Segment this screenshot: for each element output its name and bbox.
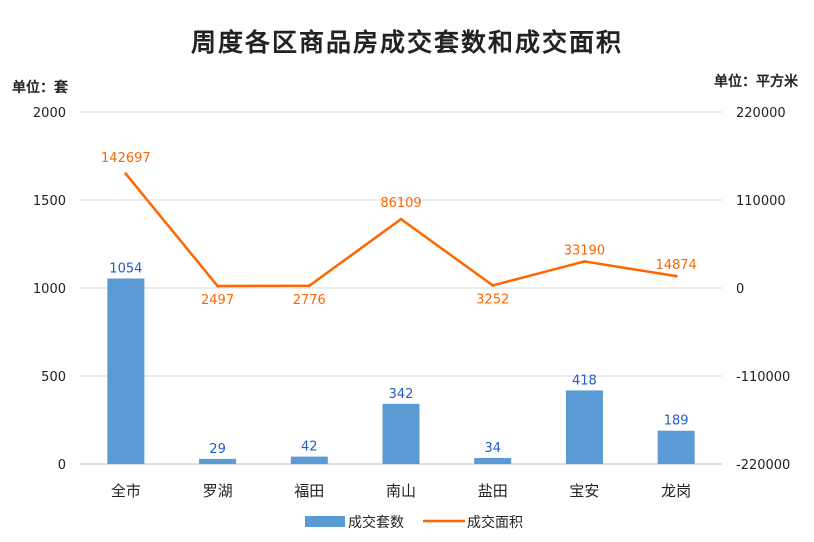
line-data-label: 2497 bbox=[201, 293, 234, 308]
left-tick-label: 2000 bbox=[33, 106, 66, 121]
bar-data-label: 29 bbox=[209, 442, 226, 457]
legend-bar-swatch bbox=[305, 516, 345, 527]
line-point bbox=[674, 274, 678, 278]
bar bbox=[382, 403, 420, 464]
line-point bbox=[582, 259, 586, 263]
line-data-label: 33190 bbox=[564, 243, 605, 258]
category-label: 盐田 bbox=[478, 482, 508, 500]
left-tick-label: 1000 bbox=[33, 282, 66, 297]
legend-line-label: 成交面积 bbox=[467, 514, 523, 531]
bar-data-label: 1054 bbox=[109, 261, 142, 276]
bar bbox=[199, 458, 237, 464]
left-axis: 0 500 1000 1500 2000 bbox=[33, 106, 66, 473]
category-label: 福田 bbox=[294, 482, 324, 500]
line-path bbox=[124, 173, 677, 288]
line-data-label: 14874 bbox=[655, 258, 696, 273]
left-axis-unit: 单位：套 bbox=[12, 79, 68, 96]
category-label: 全市 bbox=[111, 482, 141, 500]
bar bbox=[290, 456, 328, 464]
bar-data-label: 418 bbox=[572, 373, 597, 388]
line-data-label: 142697 bbox=[101, 151, 151, 166]
line-point bbox=[124, 172, 128, 176]
bar bbox=[474, 458, 512, 464]
line-data-label: 86109 bbox=[380, 196, 421, 211]
right-tick-label: -110000 bbox=[736, 370, 790, 385]
bar-data-label: 189 bbox=[664, 414, 689, 429]
bar bbox=[657, 430, 695, 464]
right-tick-label: 220000 bbox=[736, 106, 786, 121]
line-point bbox=[399, 217, 403, 221]
right-tick-label: 0 bbox=[736, 282, 744, 297]
bar bbox=[565, 390, 603, 464]
right-axis: -220000 -110000 0 110000 220000 bbox=[736, 106, 790, 473]
category-label: 罗湖 bbox=[203, 482, 233, 500]
category-axis: 全市 罗湖 福田 南山 盐田 宝安 龙岗 bbox=[111, 482, 691, 500]
line-point bbox=[307, 284, 311, 288]
line-data-label: 2776 bbox=[293, 293, 326, 308]
bar-data-label: 342 bbox=[389, 387, 414, 402]
line-point bbox=[491, 283, 495, 287]
line-data-label: 3252 bbox=[476, 292, 509, 307]
left-tick-label: 500 bbox=[41, 370, 66, 385]
category-label: 宝安 bbox=[569, 482, 599, 500]
left-tick-label: 0 bbox=[58, 458, 66, 473]
line-point bbox=[216, 284, 220, 288]
category-label: 南山 bbox=[386, 482, 416, 500]
bar-data-label: 34 bbox=[484, 441, 501, 456]
bar-series: 1054 29 42 342 34 418 189 bbox=[107, 261, 695, 464]
right-tick-label: 110000 bbox=[736, 194, 786, 209]
category-label: 龙岗 bbox=[661, 482, 691, 500]
legend: 成交套数 成交面积 bbox=[305, 514, 523, 531]
right-axis-unit: 单位：平方米 bbox=[714, 73, 799, 90]
gridlines bbox=[80, 111, 722, 465]
right-tick-label: -220000 bbox=[736, 458, 790, 473]
chart-title: 周度各区商品房成交套数和成交面积 bbox=[191, 28, 623, 57]
left-tick-label: 1500 bbox=[33, 194, 66, 209]
legend-bar-label: 成交套数 bbox=[348, 514, 404, 531]
bar-data-label: 42 bbox=[301, 440, 318, 455]
line-series: 142697 2497 2776 86109 3252 33190 14874 bbox=[101, 151, 697, 308]
bar bbox=[107, 278, 145, 464]
